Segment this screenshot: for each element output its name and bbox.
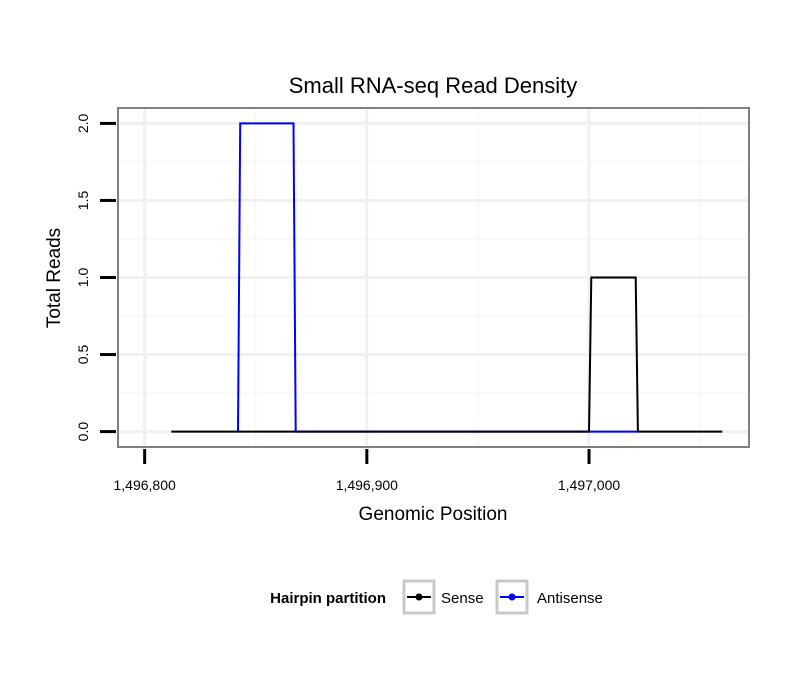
y-tick-label: 1.5	[75, 191, 91, 211]
y-axis-title: Total Reads	[44, 228, 65, 328]
legend-item-antisense[interactable]: Antisense	[495, 579, 603, 615]
y-axis: 0.0 0.5 1.0 1.5 2.0	[75, 113, 116, 441]
y-tick-label: 1.0	[75, 268, 91, 288]
legend-label-sense: Sense	[441, 590, 484, 607]
x-axis-title: Genomic Position	[359, 504, 508, 525]
legend-label-antisense: Antisense	[537, 590, 603, 607]
x-tick-label: 1,496,900	[336, 477, 398, 493]
series-layer	[171, 122, 723, 433]
y-tick-label: 0.0	[75, 422, 91, 442]
legend-item-sense[interactable]: Sense	[402, 579, 484, 615]
plot-border	[117, 107, 750, 448]
series-line-antisense	[237, 122, 638, 433]
legend-key-antisense-dot	[508, 593, 516, 601]
legend-key-sense-dot	[415, 593, 423, 601]
legend-title: Hairpin partition	[270, 590, 386, 607]
chart-title: Small RNA-seq Read Density	[289, 73, 578, 98]
series-line-sense	[171, 276, 723, 433]
x-tick-label: 1,496,800	[114, 477, 176, 493]
x-tick-label: 1,497,000	[558, 477, 620, 493]
y-tick-label: 2.0	[75, 113, 91, 133]
legend: Hairpin partition Sense Antisense	[270, 579, 603, 615]
x-axis: 1,496,800 1,496,900 1,497,000	[114, 449, 620, 493]
y-tick-label: 0.5	[75, 345, 91, 365]
